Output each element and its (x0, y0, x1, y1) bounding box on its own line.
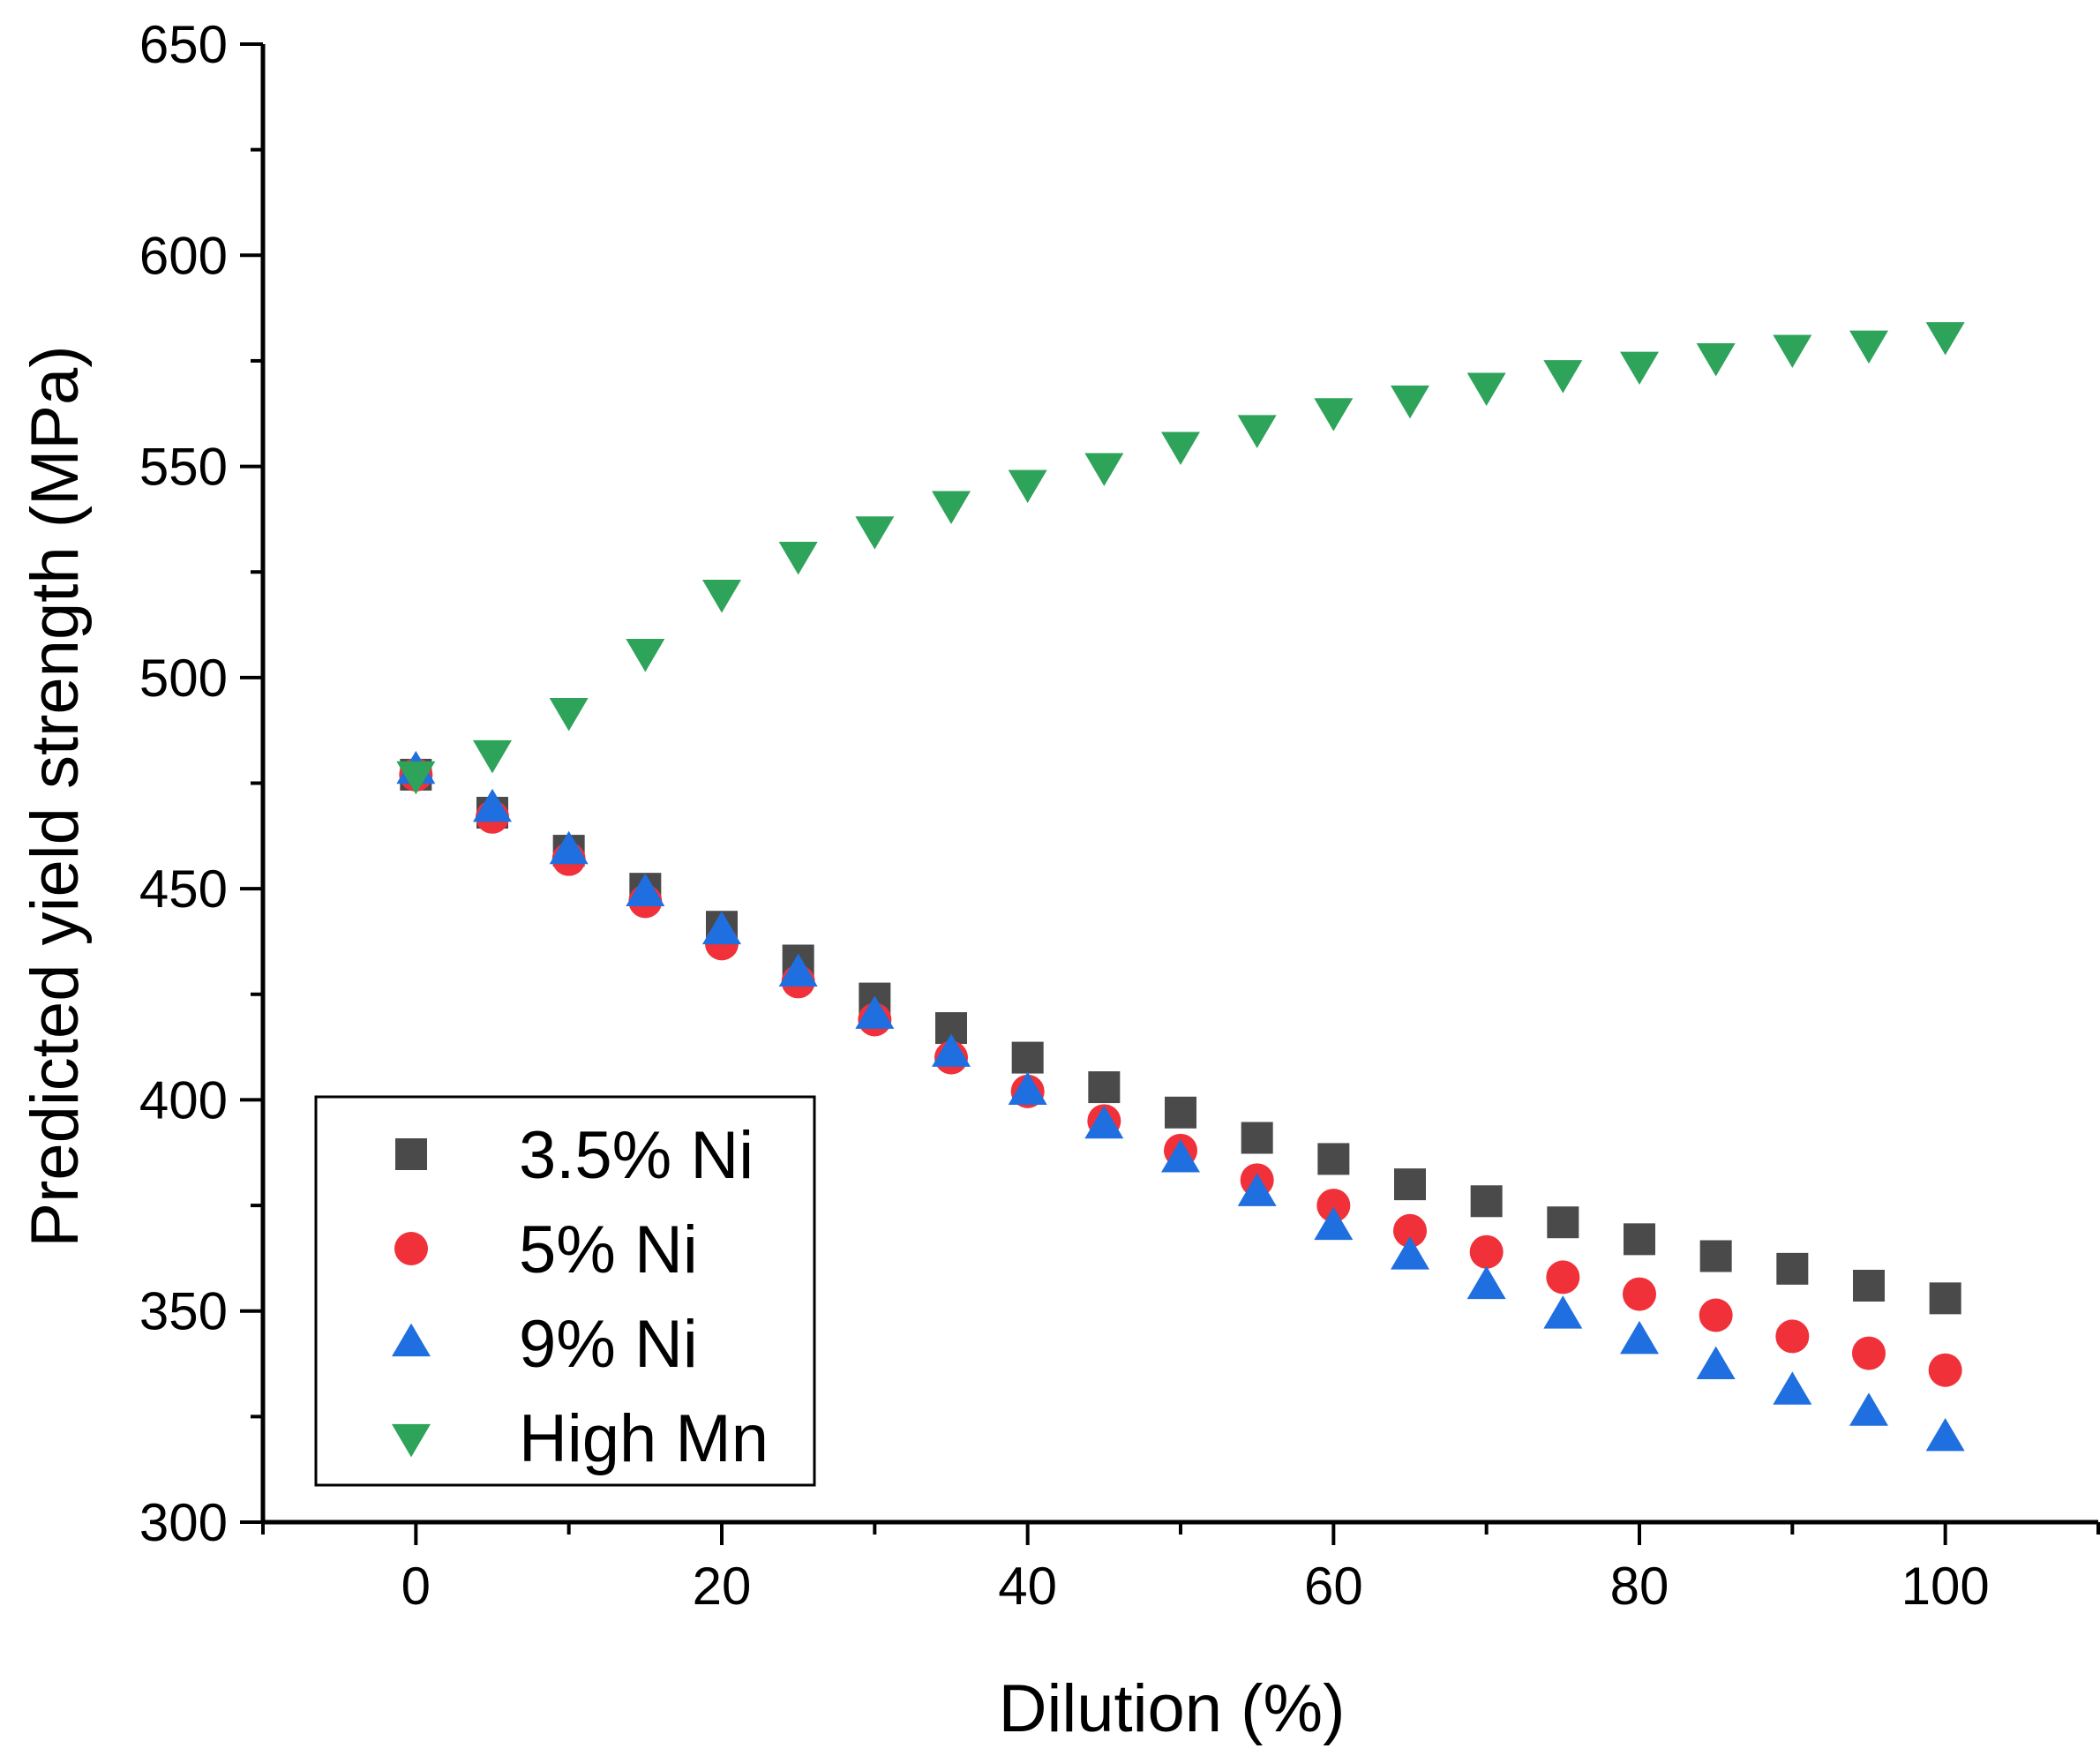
data-point (1543, 1295, 1583, 1329)
data-point (396, 761, 436, 795)
y-tick-label: 550 (139, 438, 228, 497)
data-point (1696, 1346, 1736, 1380)
data-point (1853, 1270, 1885, 1302)
data-point (1699, 1240, 1732, 1272)
data-point (1699, 1298, 1733, 1332)
data-point (778, 953, 818, 987)
data-point (932, 491, 971, 524)
data-point (1008, 469, 1047, 504)
data-point (855, 995, 895, 1029)
y-tick-label: 350 (139, 1282, 228, 1341)
data-point (1314, 1206, 1354, 1241)
y-axis-title: Predicted yield strength (MPa) (18, 345, 93, 1247)
y-tick-label: 600 (139, 226, 228, 285)
x-axis-title: Dilution (%) (999, 1671, 1346, 1746)
data-point (1393, 1213, 1427, 1248)
legend: 3.5% Ni 5% Ni 9% Ni High Mn (314, 1095, 816, 1487)
data-point (1543, 360, 1583, 394)
data-point (1466, 372, 1506, 406)
data-point (626, 639, 665, 672)
data-point (1852, 1336, 1886, 1370)
data-point (1011, 1041, 1044, 1074)
y-tick-label: 500 (139, 649, 228, 708)
tick-labels: 300 350 400 450 500 550 600 650 0 20 40 60 80 100 (139, 15, 1990, 1616)
data-point (1391, 1236, 1429, 1270)
x-tick-label: 20 (693, 1557, 752, 1616)
data-point (1620, 1320, 1659, 1355)
legend-marker (392, 1323, 431, 1357)
data-point (1623, 1277, 1656, 1311)
legend-label: 9% Ni (519, 1307, 698, 1382)
y-tick-label: 300 (139, 1493, 228, 1552)
x-tick-label: 40 (998, 1557, 1057, 1616)
data-point (1317, 1143, 1350, 1175)
data-point (1776, 1252, 1809, 1285)
data-point (1391, 385, 1429, 419)
data-point (1849, 330, 1888, 364)
data-point (1620, 351, 1659, 386)
x-tick-label: 60 (1304, 1557, 1363, 1616)
y-tick-label: 650 (139, 15, 228, 74)
x-tick-label: 0 (401, 1557, 431, 1616)
data-point (702, 580, 741, 613)
legend-label: 3.5% Ni (519, 1118, 754, 1193)
data-point (549, 830, 589, 865)
data-point (1161, 431, 1200, 465)
x-tick-label: 100 (1901, 1557, 1990, 1616)
data-point (1849, 1392, 1888, 1426)
data-point (1469, 1234, 1504, 1269)
data-point (1084, 453, 1124, 486)
y-tick-label: 450 (139, 859, 228, 919)
data-point (1546, 1260, 1580, 1294)
series-3 (396, 322, 1965, 795)
data-point (1547, 1206, 1579, 1239)
legend-marker (395, 1138, 427, 1170)
data-point (1008, 1071, 1047, 1105)
legend-label: 5% Ni (519, 1212, 698, 1287)
data-point (1161, 1139, 1200, 1173)
data-point (1929, 1282, 1961, 1315)
data-point (932, 1033, 971, 1067)
data-point (1237, 1173, 1277, 1206)
data-point (549, 698, 589, 732)
data-point (473, 739, 512, 774)
legend-marker (392, 1423, 431, 1458)
data-point (1470, 1185, 1503, 1218)
y-tick-label: 400 (139, 1070, 228, 1129)
data-point (855, 516, 895, 550)
data-point (1696, 343, 1736, 377)
data-point (1316, 1189, 1351, 1223)
data-point (1394, 1168, 1426, 1201)
data-point (1241, 1122, 1273, 1154)
data-point (1084, 1105, 1124, 1139)
data-point (1624, 1223, 1655, 1256)
data-point (778, 541, 818, 575)
data-point (1928, 1353, 1962, 1387)
tick-marks (240, 42, 2100, 1545)
data-point (473, 788, 512, 822)
data-point (1773, 1371, 1812, 1405)
legend-marker (394, 1232, 428, 1265)
data-point (1925, 1417, 1965, 1452)
data-point (1773, 334, 1812, 368)
data-point (1775, 1319, 1810, 1354)
data-point (1466, 1265, 1506, 1300)
data-point (1237, 415, 1277, 448)
data-point (702, 911, 741, 945)
data-point (626, 873, 665, 907)
data-points (396, 322, 1965, 1452)
data-point (1088, 1071, 1121, 1104)
x-tick-label: 80 (1610, 1557, 1669, 1616)
legend-label: High Mn (519, 1401, 769, 1476)
data-point (1314, 398, 1354, 431)
data-point (1925, 322, 1965, 356)
data-point (1165, 1096, 1196, 1129)
